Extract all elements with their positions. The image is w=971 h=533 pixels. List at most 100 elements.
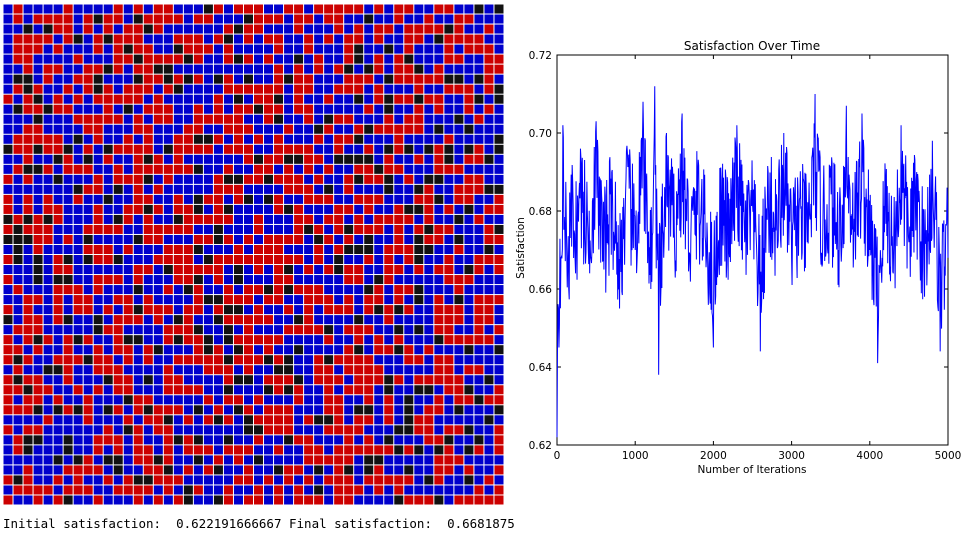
grid-cell: [294, 345, 304, 355]
grid-cell: [143, 295, 153, 305]
grid-cell: [153, 435, 163, 445]
grid-cell: [344, 365, 354, 375]
grid-cell: [474, 234, 484, 244]
grid-cell: [23, 14, 33, 24]
grid-cell: [314, 295, 324, 305]
grid-cell: [364, 305, 374, 315]
grid-cell: [23, 104, 33, 114]
grid-cell: [83, 395, 93, 405]
grid-cell: [314, 285, 324, 295]
grid-cell: [454, 174, 464, 184]
grid-cell: [264, 255, 274, 265]
grid-cell: [163, 265, 173, 275]
grid-cell: [153, 465, 163, 475]
grid-cell: [93, 74, 103, 84]
grid-cell: [233, 174, 243, 184]
grid-cell: [404, 325, 414, 335]
grid-cell: [73, 255, 83, 265]
grid-cell: [494, 244, 504, 254]
grid-cell: [13, 365, 23, 375]
grid-cell: [424, 184, 434, 194]
grid-cell: [454, 395, 464, 405]
grid-cell: [464, 64, 474, 74]
grid-cell: [223, 94, 233, 104]
grid-cell: [33, 305, 43, 315]
grid-cell: [274, 214, 284, 224]
grid-cell: [464, 154, 474, 164]
grid-cell: [123, 345, 133, 355]
grid-cell: [143, 74, 153, 84]
grid-cell: [384, 485, 394, 495]
grid-cell: [123, 184, 133, 194]
grid-cell: [484, 124, 494, 134]
grid-cell: [254, 114, 264, 124]
grid-cell: [334, 84, 344, 94]
grid-cell: [304, 4, 314, 14]
grid-cell: [494, 124, 504, 134]
grid-cell: [83, 94, 93, 104]
grid-cell: [394, 465, 404, 475]
grid-cell: [193, 455, 203, 465]
grid-cell: [384, 305, 394, 315]
grid-cell: [243, 355, 253, 365]
grid-cell: [53, 74, 63, 84]
grid-cell: [163, 224, 173, 234]
grid-cell: [314, 455, 324, 465]
grid-cell: [123, 174, 133, 184]
grid-cell: [314, 184, 324, 194]
grid-cell: [394, 4, 404, 14]
grid-cell: [193, 405, 203, 415]
grid-cell: [414, 405, 424, 415]
grid-cell: [374, 345, 384, 355]
grid-cell: [354, 465, 364, 475]
grid-cell: [324, 355, 334, 365]
grid-cell: [13, 335, 23, 345]
grid-cell: [354, 365, 364, 375]
grid-cell: [424, 385, 434, 395]
grid-cell: [103, 385, 113, 395]
grid-cell: [93, 124, 103, 134]
grid-cell: [3, 365, 13, 375]
grid-cell: [264, 365, 274, 375]
grid-cell: [233, 44, 243, 54]
grid-cell: [334, 285, 344, 295]
grid-cell: [304, 285, 314, 295]
grid-cell: [183, 4, 193, 14]
grid-cell: [254, 395, 264, 405]
grid-cell: [33, 265, 43, 275]
grid-cell: [153, 214, 163, 224]
grid-cell: [494, 204, 504, 214]
grid-cell: [384, 285, 394, 295]
grid-cell: [193, 244, 203, 254]
grid-cell: [294, 485, 304, 495]
grid-cell: [434, 455, 444, 465]
grid-cell: [324, 44, 334, 54]
grid-cell: [83, 285, 93, 295]
grid-cell: [123, 44, 133, 54]
grid-cell: [73, 465, 83, 475]
grid-cell: [53, 315, 63, 325]
grid-cell: [73, 84, 83, 94]
grid-cell: [113, 255, 123, 265]
grid-cell: [103, 194, 113, 204]
grid-cell: [13, 174, 23, 184]
grid-cell: [103, 24, 113, 34]
grid-cell: [93, 405, 103, 415]
grid-cell: [13, 325, 23, 335]
grid-cell: [53, 24, 63, 34]
grid-cell: [153, 275, 163, 285]
grid-cell: [474, 204, 484, 214]
grid-cell: [464, 234, 474, 244]
grid-cell: [183, 465, 193, 475]
grid-cell: [424, 315, 434, 325]
grid-cell: [73, 345, 83, 355]
grid-cell: [133, 445, 143, 455]
grid-cell: [484, 395, 494, 405]
grid-cell: [494, 164, 504, 174]
y-tick-label: 0.64: [529, 362, 553, 374]
grid-cell: [233, 4, 243, 14]
grid-cell: [93, 395, 103, 405]
grid-cell: [63, 14, 73, 24]
grid-cell: [53, 465, 63, 475]
grid-cell: [93, 445, 103, 455]
